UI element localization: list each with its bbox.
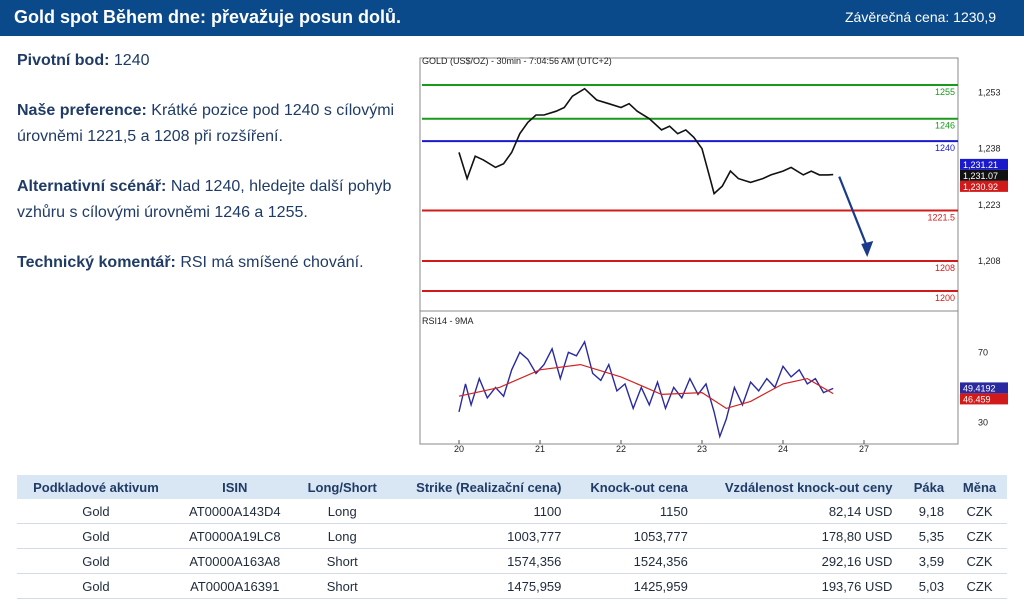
analysis-panel: Pivotní bod: 1240 Naše preference: Krátk… (17, 48, 407, 300)
cell-distance: 82,14 USD (695, 499, 901, 524)
column-header: Podkladové aktivum (17, 475, 175, 499)
cell-leverage: 5,35 (900, 523, 953, 549)
cell-isin: AT0000A163A8 (174, 548, 295, 574)
cell-leverage: 9,18 (900, 499, 953, 524)
x-tick-label: 27 (859, 444, 869, 454)
price-tag: 1,231.07 (963, 171, 998, 181)
price-tag: 1,230.92 (963, 182, 998, 192)
column-header: Strike (Realizační cena) (389, 475, 570, 499)
rsi-tag: 49.4192 (963, 383, 996, 393)
x-tick-label: 22 (616, 444, 626, 454)
cell-distance: 292,16 USD (695, 548, 901, 574)
y-tick-label: 1,253 (978, 87, 1001, 97)
price-layer: 1255 1246 1240 1221.5 1208 1200 (422, 83, 958, 303)
column-header: Knock-out cena (569, 475, 696, 499)
header-bar: Gold spot Během dne: převažuje posun dol… (0, 0, 1024, 36)
cell-isin: AT0000A19LC8 (174, 523, 295, 549)
level-label: 1240 (935, 143, 955, 153)
price-chart: GOLD (US$/OZ) - 30min - 7:04:56 AM (UTC+… (419, 56, 1008, 454)
rsi-ma-line (458, 363, 834, 410)
cell-direction: Short (294, 548, 390, 574)
level-label: 1246 (935, 121, 955, 131)
rsi-chart-title: RSI14 - 9MA (422, 316, 474, 326)
closing-price: Závěrečná cena: 1230,9 (845, 9, 996, 25)
page-title: Gold spot Během dne: převažuje posun dol… (14, 7, 402, 27)
cell-direction: Long (294, 499, 390, 524)
x-tick-label: 24 (778, 444, 788, 454)
column-header: Páka (900, 475, 953, 499)
chart-area: GOLD (US$/OZ) - 30min - 7:04:56 AM (UTC+… (418, 48, 1024, 455)
products-table: Podkladové aktivum ISIN Long/Short Strik… (17, 475, 1007, 599)
level-label: 1200 (935, 293, 955, 303)
x-tick-label: 20 (454, 444, 464, 454)
column-header: Long/Short (294, 475, 390, 499)
x-tick-label: 21 (535, 444, 545, 454)
cell-distance: 178,80 USD (695, 523, 901, 549)
axis-layer: 1,253 1,238 1,223 1,208 1,231.211,231.071,23… (454, 87, 1008, 454)
pivot-label: Pivotní bod: (17, 52, 110, 69)
price-chart-title: GOLD (US$/OZ) - 30min - 7:04:56 AM (UTC+… (422, 56, 612, 66)
price-tag: 1,231.21 (963, 160, 998, 170)
column-header: ISIN (174, 475, 295, 499)
forecast-arrow-shaft (838, 176, 869, 248)
table-row: Gold AT0000A143D4 Long 1100 1150 82,14 U… (17, 499, 1007, 524)
cell-isin: AT0000A143D4 (174, 499, 295, 524)
y-tick-label: 1,208 (978, 256, 1001, 266)
column-header: Měna (952, 475, 1007, 499)
cell-underlying: Gold (17, 499, 175, 524)
alternative-paragraph: Alternativní scénář: Nad 1240, hledejte … (17, 174, 407, 226)
cell-strike: 1003,777 (389, 523, 570, 549)
rsi-tag-box (960, 382, 1008, 394)
forecast-arrow-head (861, 241, 874, 258)
y-tick-label: 1,223 (978, 200, 1001, 210)
cell-leverage: 3,59 (900, 548, 953, 574)
chart-frame (419, 57, 959, 445)
cell-strike: 1574,356 (389, 548, 570, 574)
rsi-y-tick-label: 70 (978, 347, 988, 357)
preference-text: Krátké pozice pod 1240 s cílovými úrovně… (17, 102, 395, 145)
table-row: Gold AT0000A19LC8 Long 1003,777 1053,777… (17, 523, 1007, 549)
rsi-tag: 46.459 (963, 394, 991, 404)
price-series-line (458, 87, 834, 196)
level-label: 1208 (935, 263, 955, 273)
cell-knockout: 1053,777 (569, 523, 696, 549)
alternative-text: Nad 1240, hledejte další pohyb vzhůru s … (17, 178, 392, 221)
cell-knockout: 1150 (569, 499, 696, 524)
cell-knockout: 1524,356 (569, 548, 696, 574)
cell-strike: 1100 (389, 499, 570, 524)
price-tag-box (960, 180, 1008, 192)
pivot-paragraph: Pivotní bod: 1240 (17, 48, 407, 74)
cell-currency: CZK (952, 523, 1007, 549)
preference-label: Naše preference: (17, 102, 147, 119)
preference-paragraph: Naše preference: Krátké pozice pod 1240 … (17, 98, 407, 150)
level-label: 1221.5 (927, 212, 955, 222)
price-tag-box (960, 169, 1008, 181)
rsi-tag-box (960, 393, 1008, 405)
price-tag-box (960, 158, 1008, 170)
rsi-layer (458, 339, 834, 439)
cell-currency: CZK (952, 499, 1007, 524)
cell-currency: CZK (952, 548, 1007, 574)
rsi-y-tick-label: 30 (978, 417, 988, 427)
table-header-row: Podkladové aktivum ISIN Long/Short Strik… (17, 475, 1007, 499)
pivot-value: 1240 (113, 52, 150, 69)
table-row: Gold AT0000A163A8 Short 1574,356 1524,35… (17, 548, 1007, 574)
y-tick-label: 1,238 (978, 144, 1001, 154)
alternative-label: Alternativní scénář: (17, 178, 167, 195)
x-tick-label: 23 (697, 444, 707, 454)
cell-underlying: Gold (17, 523, 175, 549)
technical-label: Technický komentář: (17, 254, 176, 271)
rsi-series-line (458, 339, 834, 439)
technical-paragraph: Technický komentář: RSI má smíšené chová… (17, 250, 407, 276)
column-header: Vzdálenost knock-out ceny (695, 475, 901, 499)
cell-direction: Long (294, 523, 390, 549)
cell-underlying: Gold (17, 548, 175, 574)
technical-text: RSI má smíšené chování. (180, 254, 364, 271)
level-label: 1255 (935, 87, 955, 97)
